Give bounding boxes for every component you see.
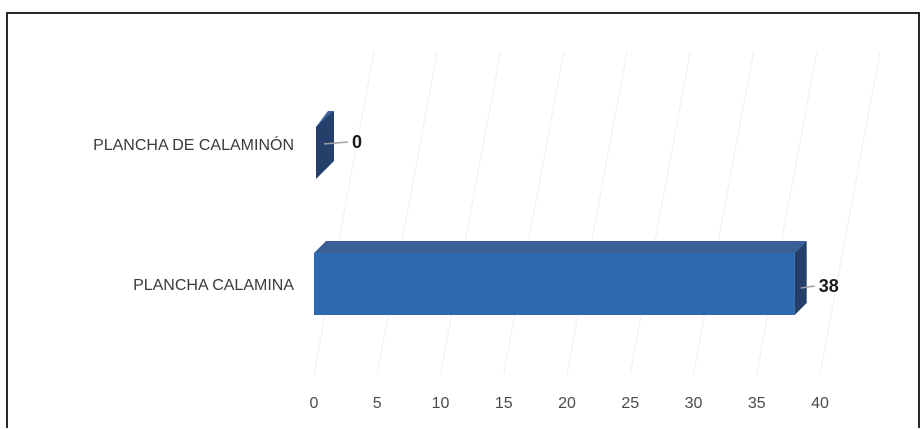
- gridline: [629, 51, 691, 375]
- category-label: PLANCHA DE CALAMINÓN: [93, 135, 294, 154]
- x-tick-label: 20: [558, 395, 576, 412]
- bar: [314, 241, 807, 315]
- gridline: [693, 51, 754, 375]
- x-tick-label: 15: [495, 395, 513, 412]
- gridline: [566, 51, 628, 375]
- bar: [316, 111, 334, 179]
- x-tick-label: 30: [685, 395, 703, 412]
- gridline: [440, 51, 501, 375]
- x-tick-label: 25: [621, 395, 639, 412]
- x-tick-label: 10: [432, 395, 450, 412]
- gridline: [756, 51, 818, 375]
- category-label: PLANCHA CALAMINA: [133, 277, 294, 294]
- gridline: [819, 51, 881, 375]
- gridline: [376, 51, 438, 375]
- x-tick-label: 35: [748, 395, 766, 412]
- gridline: [313, 51, 375, 375]
- gridline: [503, 51, 565, 375]
- x-tick-label: 0: [310, 395, 319, 412]
- data-label: 38: [819, 276, 839, 296]
- x-tick-label: 40: [811, 395, 829, 412]
- data-label-leader: [323, 141, 349, 145]
- data-label: 0: [352, 132, 362, 152]
- bar-side-face: [794, 241, 807, 315]
- chart-frame: 0 PLANCHA DE CALAMINÓN 38 PLANCHA CALAMINA …: [6, 12, 920, 428]
- bar-top-face: [314, 241, 807, 253]
- data-label-leader: [800, 285, 815, 289]
- x-tick-label: 5: [373, 395, 382, 412]
- bar-side-face: [316, 111, 334, 179]
- bar-front-face: [314, 253, 795, 315]
